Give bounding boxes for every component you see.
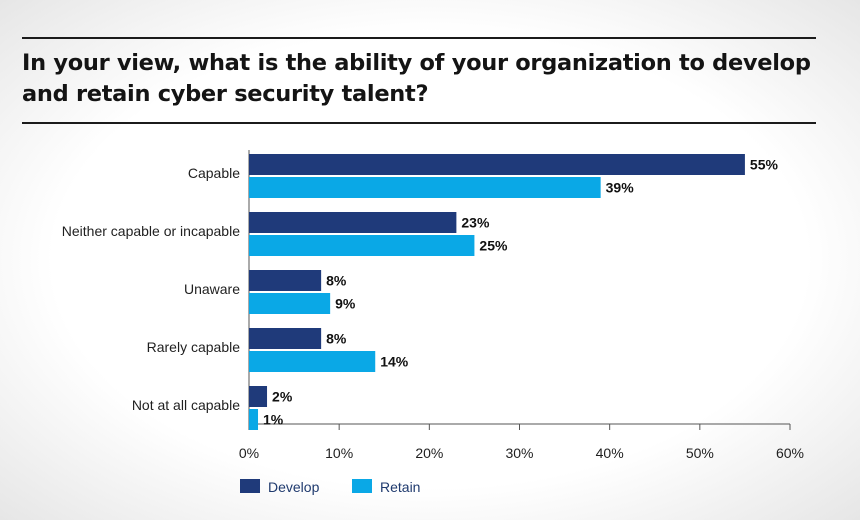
legend-label-retain: Retain bbox=[380, 479, 420, 495]
x-tick-label: 40% bbox=[596, 445, 624, 461]
bar-develop bbox=[249, 386, 268, 407]
x-tick-label: 10% bbox=[325, 445, 353, 461]
category-label: Neither capable or incapable bbox=[62, 223, 240, 239]
bar-retain bbox=[249, 293, 331, 314]
bar-retain bbox=[249, 351, 376, 372]
title-divider bbox=[22, 122, 816, 124]
x-tick-label: 30% bbox=[505, 445, 533, 461]
x-tick-label: 0% bbox=[239, 445, 259, 461]
data-label: 14% bbox=[380, 354, 409, 370]
bar-retain bbox=[249, 409, 259, 430]
data-label: 55% bbox=[750, 157, 779, 173]
x-tick-label: 20% bbox=[415, 445, 443, 461]
x-tick-label: 50% bbox=[686, 445, 714, 461]
legend-swatch-develop bbox=[240, 479, 260, 493]
bar-retain bbox=[249, 177, 601, 198]
data-label: 8% bbox=[326, 273, 347, 289]
legend-label-develop: Develop bbox=[268, 479, 320, 495]
data-label: 8% bbox=[326, 331, 347, 347]
bar-retain bbox=[249, 235, 475, 256]
data-label: 9% bbox=[335, 296, 356, 312]
legend-swatch-retain bbox=[352, 479, 372, 493]
bar-develop bbox=[249, 154, 745, 175]
bar-develop bbox=[249, 328, 322, 349]
category-label: Unaware bbox=[184, 281, 240, 297]
data-label: 1% bbox=[263, 412, 284, 428]
category-label: Capable bbox=[188, 165, 240, 181]
data-label: 39% bbox=[606, 180, 635, 196]
bar-develop bbox=[249, 270, 322, 291]
data-label: 23% bbox=[461, 215, 490, 231]
data-label: 25% bbox=[479, 238, 508, 254]
top-rule bbox=[22, 37, 816, 39]
data-label: 2% bbox=[272, 389, 293, 405]
category-label: Not at all capable bbox=[132, 397, 240, 413]
category-label: Rarely capable bbox=[147, 339, 241, 355]
x-tick-label: 60% bbox=[776, 445, 804, 461]
bar-develop bbox=[249, 212, 457, 233]
chart-title: In your view, what is the ability of you… bbox=[22, 50, 811, 107]
